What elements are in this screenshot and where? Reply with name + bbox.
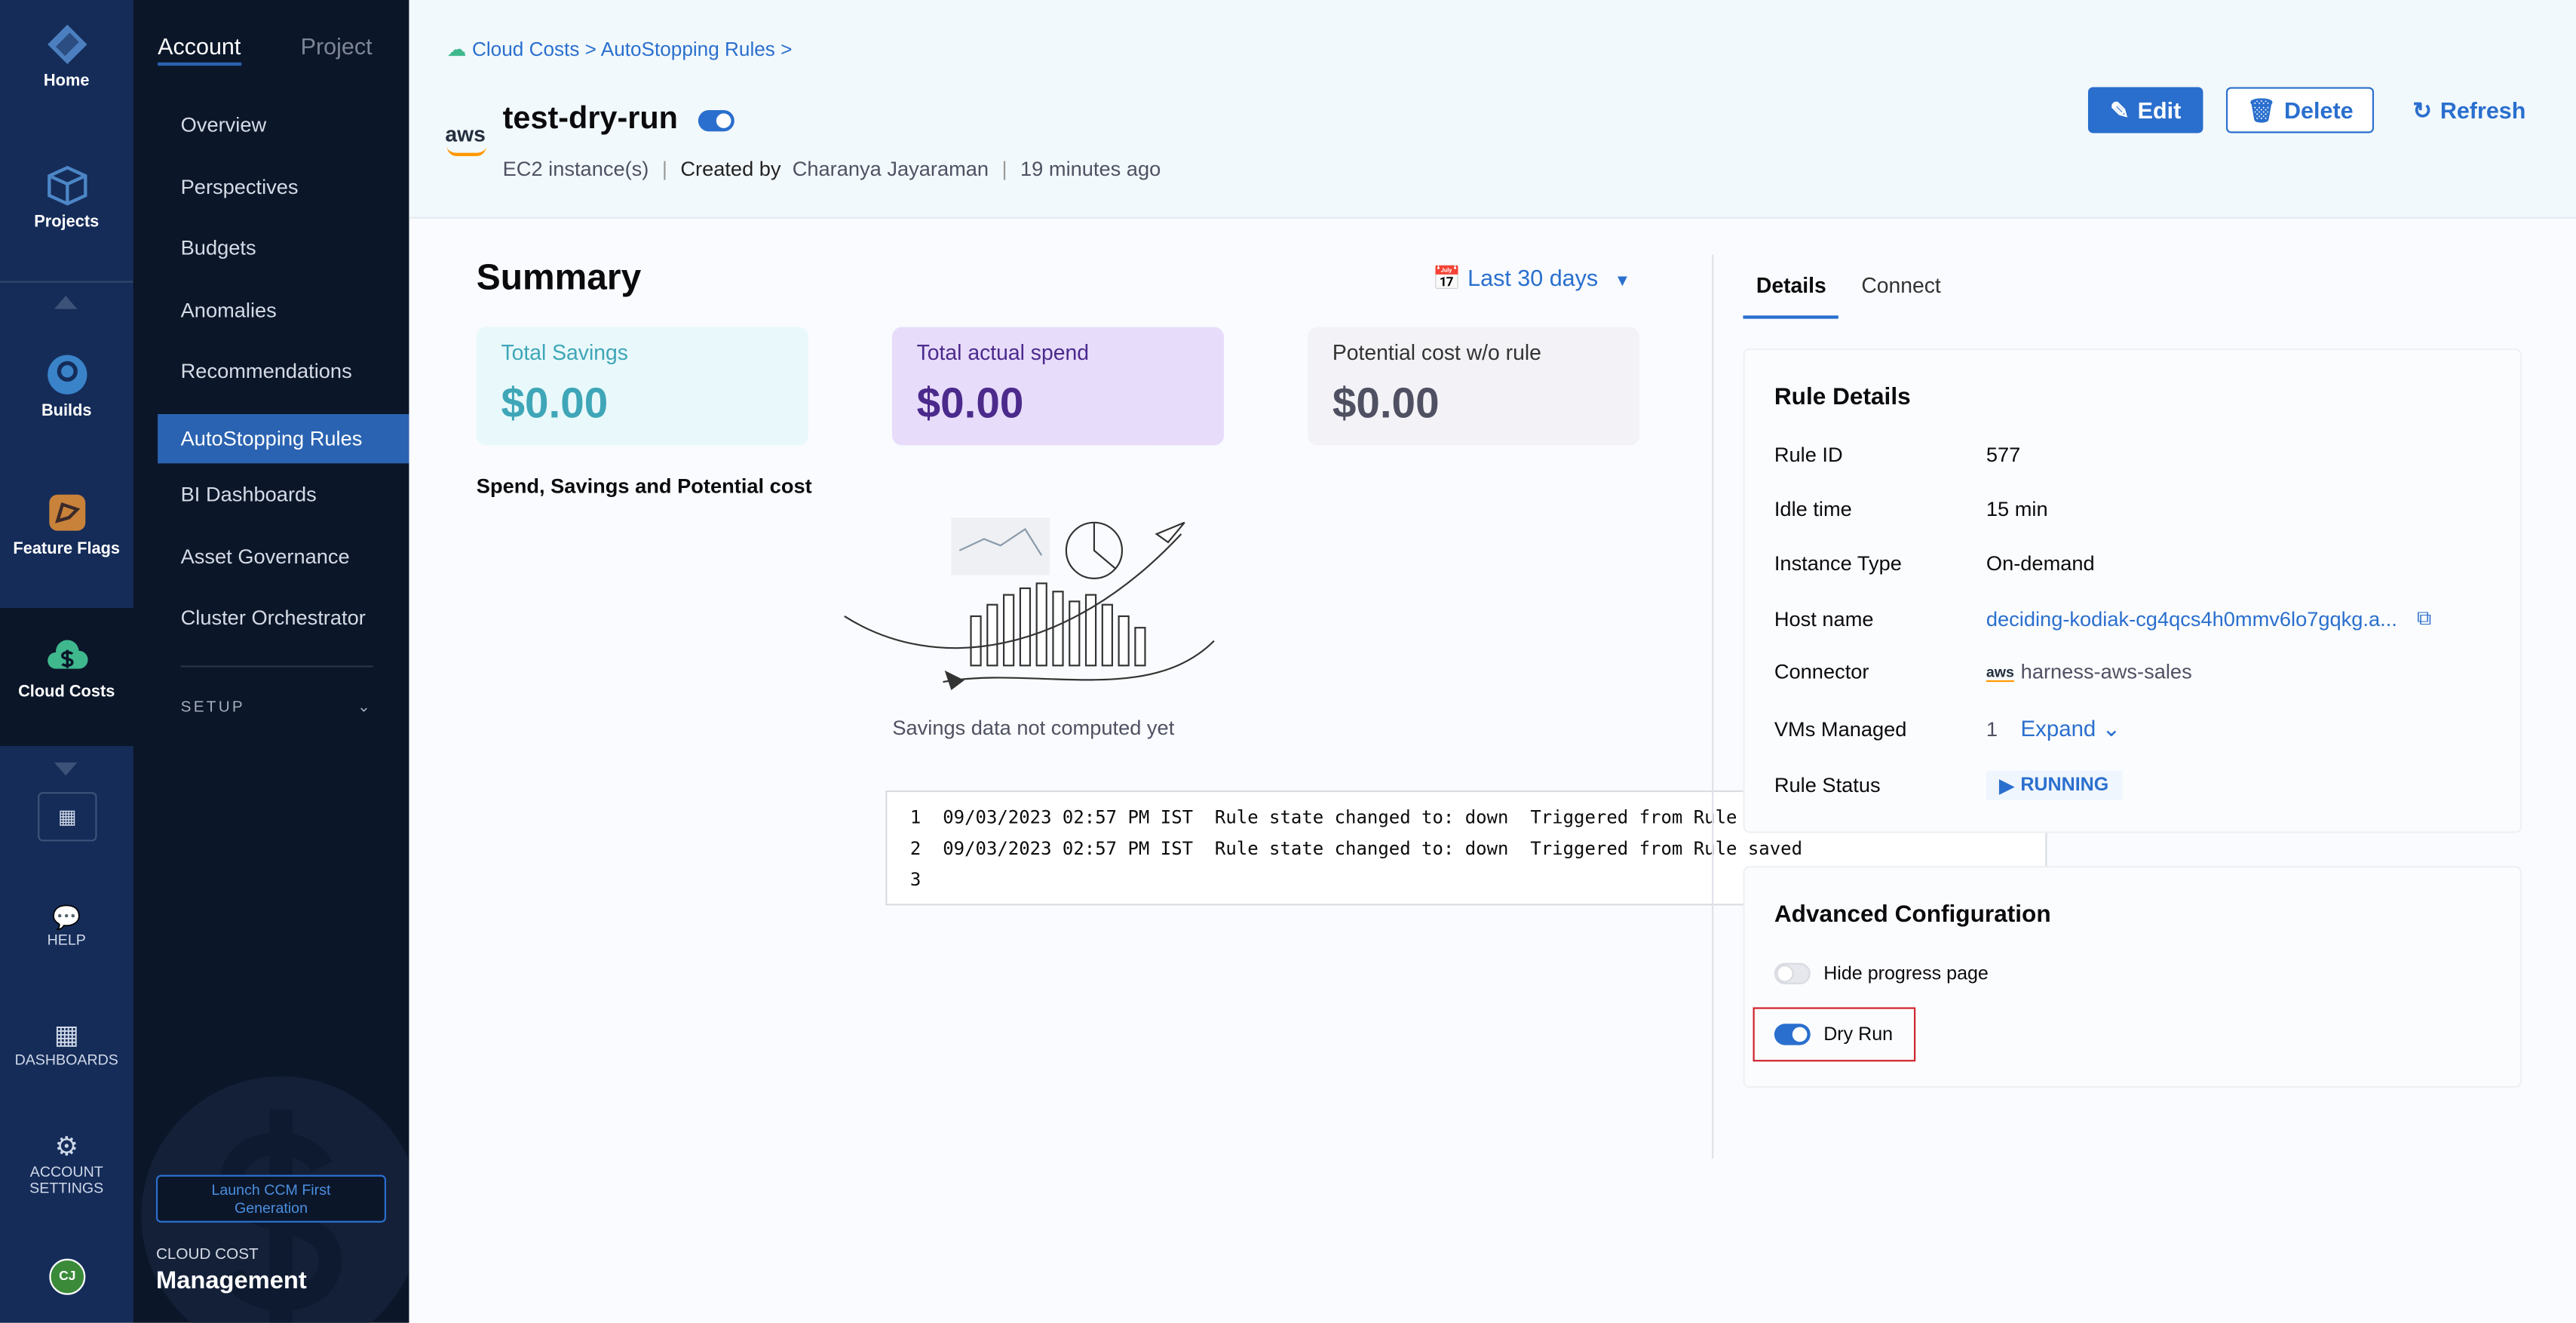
- refresh-button[interactable]: ↻ Refresh: [2412, 96, 2526, 124]
- chevron-down-icon: ⌄: [2102, 716, 2121, 741]
- rule-meta: EC2 instance(s) | Created by Charanya Jaya…: [502, 158, 1161, 181]
- tab-connect[interactable]: Connect: [1861, 272, 1941, 298]
- sidebar-item-asset-governance[interactable]: Asset Governance: [180, 545, 350, 568]
- sidebar-menu: Overview Perspectives Budgets Anomalies …: [158, 105, 409, 659]
- dry-run-toggle[interactable]: [1774, 1024, 1811, 1045]
- aws-icon: aws: [1986, 663, 2014, 682]
- dry-run-setting: Dry Run: [1774, 1024, 1893, 1045]
- cloud-icon: ☁: [446, 38, 467, 61]
- detail-row: Rule Status ▶ RUNNING: [1774, 770, 2498, 800]
- module-nav: Home Projects Builds Feature Flags Cloud…: [0, 0, 133, 1323]
- breadcrumb-cloud-costs[interactable]: Cloud Costs: [471, 38, 580, 61]
- pencil-icon: ✎: [2110, 96, 2130, 123]
- advanced-config-title: Advanced Configuration: [1774, 902, 2051, 929]
- gear-icon: ⚙: [54, 1134, 78, 1162]
- cube-icon: [47, 165, 87, 206]
- copy-icon[interactable]: ⧉: [2416, 606, 2432, 630]
- tab-project[interactable]: Project: [300, 32, 373, 60]
- dashboard-icon: ▦: [54, 1022, 79, 1051]
- detail-row: Rule ID 577: [1774, 444, 2021, 467]
- tab-account[interactable]: Account: [158, 33, 241, 66]
- delete-button[interactable]: 🗑 Delete: [2225, 87, 2375, 134]
- sidebar-item-bi-dashboards[interactable]: BI Dashboards: [180, 483, 317, 506]
- product-label: CLOUD COST: [155, 1245, 259, 1264]
- detail-row: Instance Type On-demand: [1774, 551, 2095, 576]
- breadcrumb-autostopping[interactable]: AutoStopping Rules: [600, 38, 775, 61]
- product-name: Management: [155, 1266, 307, 1295]
- sidebar-item-autostopping-rules[interactable]: AutoStopping Rules: [158, 413, 409, 463]
- nav-feature-flags[interactable]: Feature Flags: [0, 491, 133, 559]
- title-group: test-dry-run: [503, 102, 734, 138]
- sidebar: Account Project Overview Perspectives Bu…: [133, 0, 409, 1323]
- page-header: ☁ Cloud Costs > AutoStopping Rules > aws…: [409, 0, 2576, 219]
- nav-dashboards[interactable]: ▦ DASHBOARDS: [0, 1019, 133, 1068]
- edit-button[interactable]: ✎ Edit: [2087, 87, 2203, 134]
- empty-chart-message: Savings data not computed yet: [892, 716, 1175, 740]
- breadcrumb: ☁ Cloud Costs > AutoStopping Rules >: [446, 38, 793, 61]
- tab-details[interactable]: Details: [1756, 272, 1826, 298]
- setup-section[interactable]: SETUP ⌄: [180, 698, 373, 717]
- detail-row: Host name deciding-kodiak-cg4qcs4h0mmv6lo…: [1774, 606, 2432, 631]
- avatar[interactable]: CJ: [49, 1258, 86, 1295]
- sidebar-item-cluster-orchestrator[interactable]: Cluster Orchestrator: [180, 606, 366, 630]
- total-spend-card: Total actual spend $0.00: [891, 327, 1225, 446]
- empty-chart-illustration: [844, 517, 1215, 690]
- refresh-icon: ↻: [2412, 96, 2432, 123]
- calendar-icon: 📅: [1432, 264, 1461, 291]
- scroll-down-icon[interactable]: [54, 762, 78, 776]
- nav-account-settings[interactable]: ⚙ ACCOUNT SETTINGS: [0, 1131, 133, 1196]
- sidebar-item-budgets[interactable]: Budgets: [180, 236, 256, 260]
- highlight-box: [1753, 1007, 1916, 1062]
- detail-row: Connector aws harness-aws-sales: [1774, 660, 2192, 684]
- detail-row: VMs Managed 1 Expand ⌄: [1774, 717, 2498, 743]
- nav-help[interactable]: 💬 HELP: [0, 904, 133, 948]
- host-name-link[interactable]: deciding-kodiak-cg4qcs4h0mmv6lo7gqkg.a..…: [1986, 606, 2397, 631]
- apps-grid-icon[interactable]: ▦: [38, 792, 97, 842]
- log-line: 3: [909, 869, 922, 891]
- log-line: 2 09/03/2023 02:57 PM IST Rule state cha…: [909, 838, 1803, 860]
- sidebar-item-recommendations[interactable]: Recommendations: [180, 360, 352, 383]
- launch-ccm-button[interactable]: Launch CCM First Generation: [155, 1174, 386, 1223]
- total-savings-card: Total Savings $0.00: [476, 327, 808, 446]
- scroll-up-icon[interactable]: [54, 296, 78, 309]
- aws-logo: aws: [445, 121, 486, 146]
- rule-details-title: Rule Details: [1774, 384, 1911, 411]
- rule-details-panel: Rule Details Rule ID 577 Idle time 15 min …: [1743, 348, 2522, 833]
- builds-icon: [47, 355, 87, 394]
- status-badge: ▶ RUNNING: [1986, 770, 2122, 800]
- rule-enabled-toggle[interactable]: [698, 109, 734, 131]
- hide-progress-toggle[interactable]: [1774, 962, 1811, 984]
- chevron-down-icon: ⌄: [357, 698, 373, 717]
- expand-button[interactable]: Expand ⌄: [2020, 716, 2121, 741]
- trash-icon: 🗑: [2246, 96, 2277, 123]
- sidebar-item-overview[interactable]: Overview: [180, 113, 267, 137]
- page-title: test-dry-run: [502, 102, 678, 137]
- help-icon: 💬: [52, 904, 81, 931]
- summary-title: Summary: [476, 256, 642, 298]
- sidebar-item-perspectives[interactable]: Perspectives: [180, 175, 299, 198]
- potential-cost-card: Potential cost w/o rule $0.00: [1308, 327, 1640, 446]
- nav-home[interactable]: Home: [0, 23, 133, 91]
- home-icon: [47, 24, 87, 64]
- date-range-dropdown[interactable]: 📅 Last 30 days ▼: [1432, 264, 1631, 291]
- play-icon: ▶: [1999, 777, 2014, 797]
- hide-progress-setting: Hide progress page: [1774, 962, 1989, 984]
- flag-icon: [48, 494, 85, 531]
- nav-builds[interactable]: Builds: [0, 353, 133, 421]
- nav-projects[interactable]: Projects: [0, 164, 133, 232]
- advanced-config-panel: Advanced Configuration Hide progress pag…: [1743, 866, 2522, 1088]
- detail-row: Idle time 15 min: [1774, 498, 2048, 521]
- sidebar-item-anomalies[interactable]: Anomalies: [180, 298, 277, 321]
- cloud-dollar-icon: [47, 640, 87, 669]
- chart-title: Spend, Savings and Potential cost: [476, 474, 812, 499]
- nav-cloud-costs[interactable]: Cloud Costs: [0, 608, 133, 747]
- caret-down-icon: ▼: [1614, 272, 1631, 291]
